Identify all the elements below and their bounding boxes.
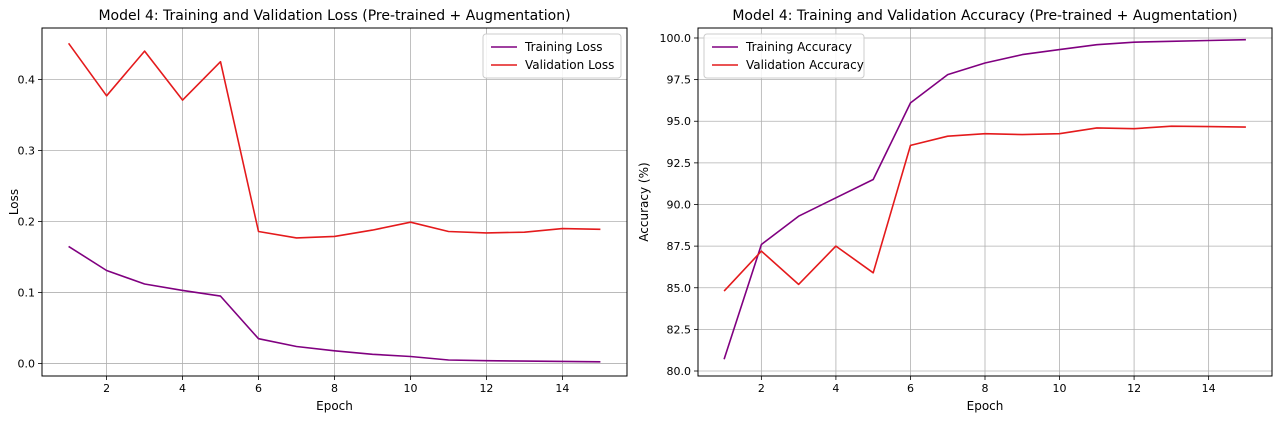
x-tick-label: 6 <box>907 382 914 395</box>
x-tick-label: 10 <box>403 382 417 395</box>
legend-box <box>482 33 622 79</box>
x-tick-label: 14 <box>1202 382 1216 395</box>
x-tick-label: 8 <box>982 382 989 395</box>
y-tick-label: 0.0 <box>18 358 36 371</box>
series-line-2 <box>723 125 1246 292</box>
x-tick-label: 12 <box>1127 382 1141 395</box>
legend-label: Training Loss <box>524 40 602 54</box>
legend-label: Validation Loss <box>525 58 614 72</box>
x-tick-label: 4 <box>832 382 839 395</box>
x-tick-label: 6 <box>255 382 262 395</box>
y-tick-label: 87.5 <box>667 240 692 253</box>
legend: Training Loss Validation Loss <box>482 33 622 79</box>
y-tick-label: 0.3 <box>18 145 36 158</box>
x-tick-label: 2 <box>103 382 110 395</box>
chart-1: 2 4 6 8 10 12 14 0.0 0.1 0.2 0.3 0.4 Model 4: Traini… <box>7 8 628 413</box>
legend-box <box>703 33 865 79</box>
y-tick-label: 0.1 <box>18 287 36 300</box>
y-tick-label: 80.0 <box>667 365 692 378</box>
legend: Training Accuracy Validation Accuracy <box>703 33 865 79</box>
x-tick-label: 12 <box>479 382 493 395</box>
x-tick-label: 14 <box>555 382 569 395</box>
legend-label: Training Accuracy <box>745 40 852 54</box>
chart-title: Model 4: Training and Validation Accurac… <box>732 8 1237 24</box>
y-tick-label: 85.0 <box>667 282 692 295</box>
x-tick-label: 4 <box>179 382 186 395</box>
series-line-1 <box>68 245 601 363</box>
y-tick-label: 100.0 <box>660 32 692 45</box>
x-tick-label: 10 <box>1053 382 1067 395</box>
x-tick-label: 8 <box>331 382 338 395</box>
y-axis-label: Loss <box>7 189 21 215</box>
chart-title: Model 4: Training and Validation Loss (P… <box>98 8 570 24</box>
y-tick-label: 82.5 <box>667 323 692 336</box>
y-axis-label: Accuracy (%) <box>637 162 651 241</box>
series-line-1 <box>723 38 1246 360</box>
legend-label: Validation Accuracy <box>746 58 864 72</box>
y-tick-label: 95.0 <box>667 115 692 128</box>
x-axis-label: Epoch <box>967 399 1004 413</box>
y-tick-label: 0.4 <box>18 73 36 86</box>
y-tick-label: 0.2 <box>18 216 36 229</box>
y-tick-label: 97.5 <box>667 74 692 87</box>
y-tick-label: 90.0 <box>667 198 692 211</box>
chart-2: 2 4 6 8 10 12 14 80.0 82.5 85.0 87.5 90.0 92.5 95.0 97… <box>637 8 1273 413</box>
series-line-2 <box>67 42 601 239</box>
y-tick-label: 92.5 <box>667 157 692 170</box>
x-tick-label: 2 <box>758 382 765 395</box>
x-axis-label: Epoch <box>316 399 353 413</box>
